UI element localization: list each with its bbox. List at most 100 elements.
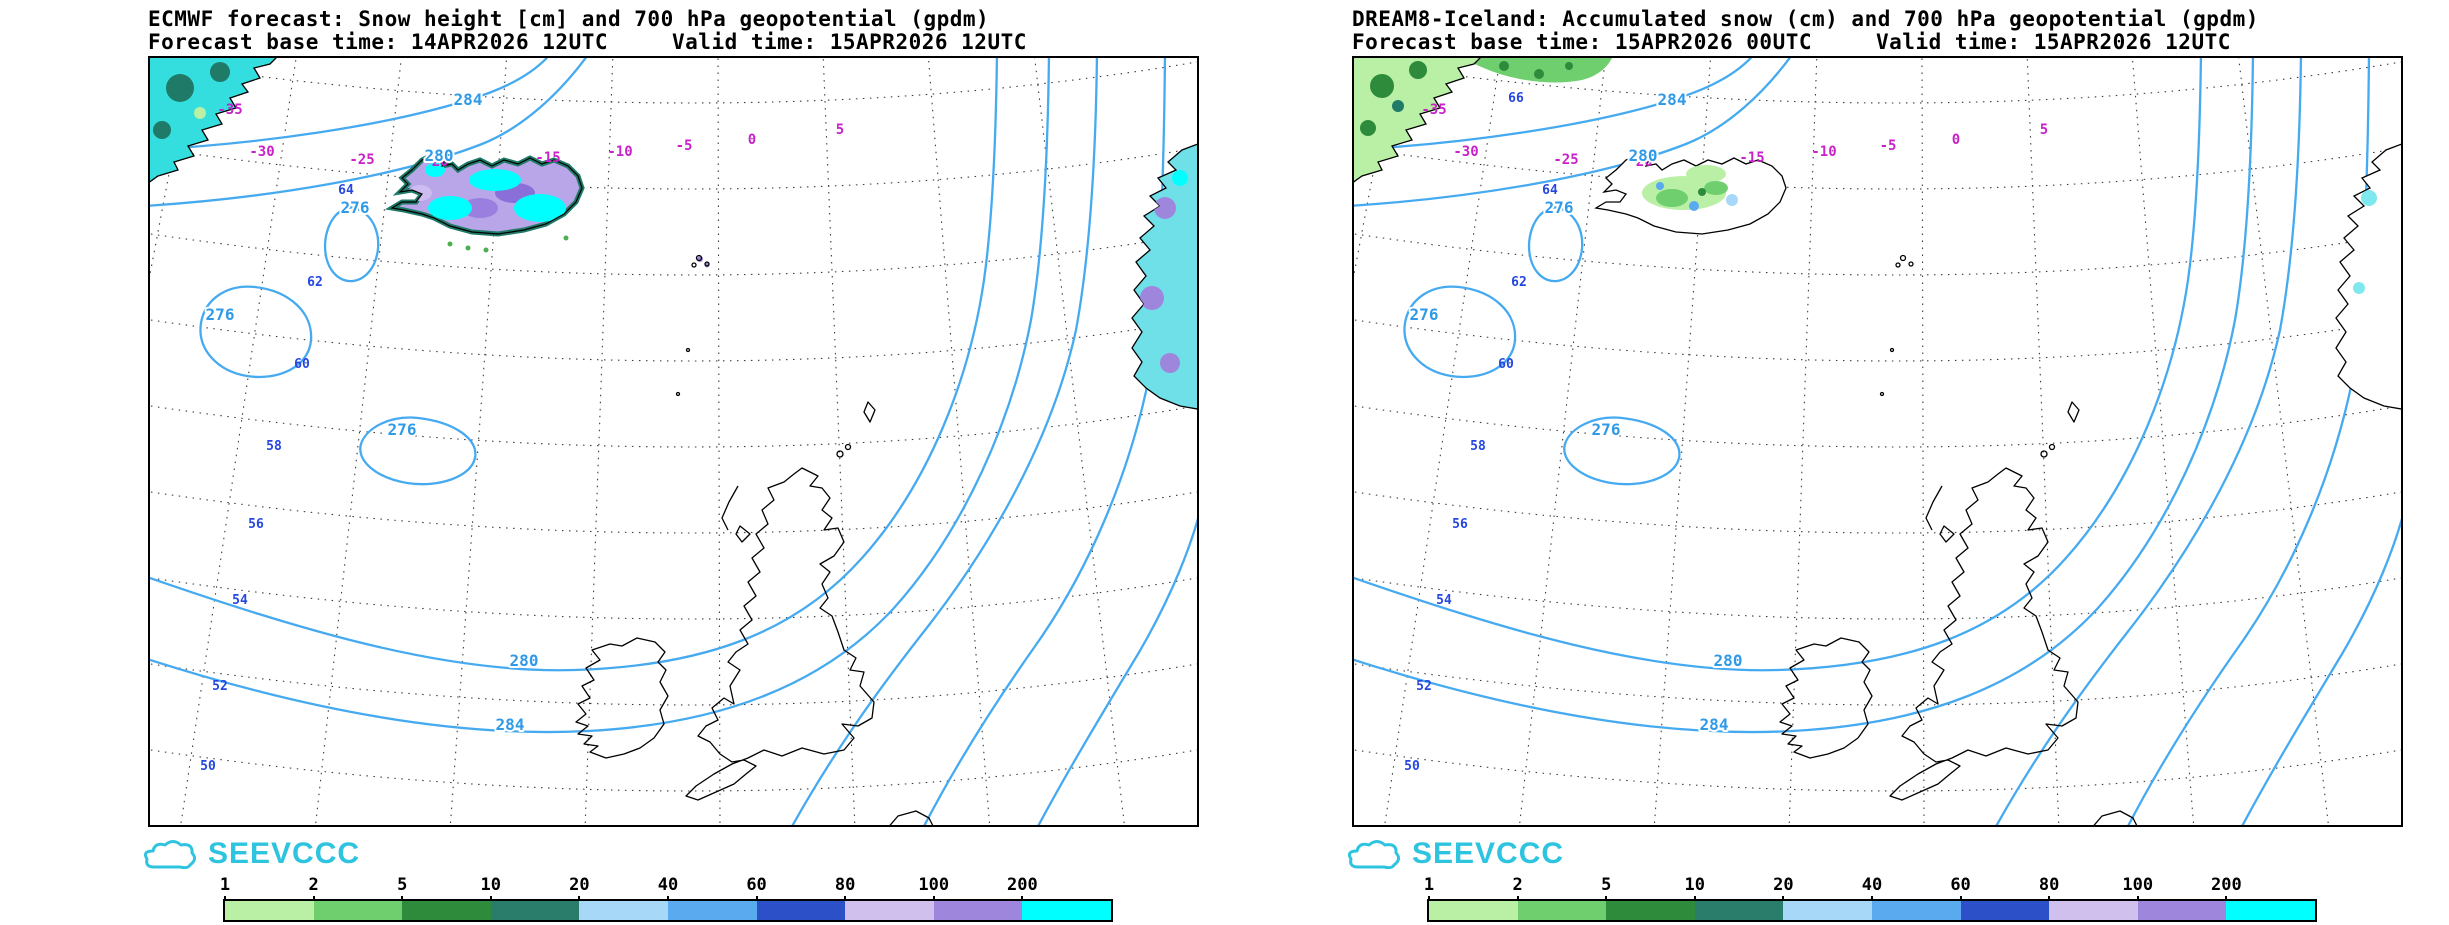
legend-value: 20 bbox=[569, 875, 590, 895]
temp-label: -5 bbox=[676, 138, 693, 154]
cloud-icon bbox=[144, 840, 197, 870]
legend-cell: 5 bbox=[397, 875, 491, 920]
weather-map-ecmwf: -35-30 -25 -20 -15 -10 -5 05 6462605856545250 … bbox=[150, 58, 1197, 825]
snow-legend: 1 2 5 10 20 40 60 80 100 200 bbox=[1424, 875, 2317, 922]
panel-ecmwf: ECMWF forecast: Snow height [cm] and 700… bbox=[0, 0, 1224, 925]
lat-label: 54 bbox=[232, 593, 248, 608]
logo-text: SEEVCCC bbox=[1412, 837, 1565, 870]
temp-label: -5 bbox=[1880, 138, 1897, 154]
legend-colorbar: 1 2 5 10 20 40 60 80 100 200 bbox=[1424, 875, 2317, 922]
temperature-labels: -35 -30 -25 -20 -15 -10 -5 0 5 bbox=[1421, 102, 2048, 170]
cont-label: 276 bbox=[388, 420, 417, 439]
legend-value: 200 bbox=[2210, 875, 2242, 895]
forecast-base-time: Forecast base time: 14APR2026 12UTC bbox=[148, 30, 609, 54]
lat-label: 62 bbox=[1511, 275, 1527, 290]
norway-coastline bbox=[2335, 141, 2401, 411]
map-frame: -35 -30 -25 -20 -15 -10 -5 0 5 64 62 60 58 56 54 52 50 … bbox=[148, 56, 1199, 827]
legend-value: 10 bbox=[1684, 875, 1706, 895]
legend-cell: 1 bbox=[1424, 875, 1518, 920]
temp-label: 0 bbox=[1952, 132, 1960, 148]
lat-label: 52 bbox=[212, 679, 228, 694]
legend-cell: 20 bbox=[1773, 875, 1872, 920]
cont-label: 280 bbox=[1629, 146, 1658, 165]
lat-label: 58 bbox=[1470, 439, 1486, 454]
legend-cell: 100 bbox=[918, 875, 1023, 920]
temp-label: -10 bbox=[1811, 144, 1836, 160]
page-title: ECMWF forecast: Snow height [cm] and 700… bbox=[148, 7, 990, 31]
lat-label: 60 bbox=[294, 357, 310, 372]
legend-value: 1 bbox=[1423, 875, 1435, 895]
seevccc-logo: SEEVCCC bbox=[142, 835, 1199, 873]
temp-label: -20 bbox=[423, 154, 448, 170]
legend-value: 60 bbox=[1950, 875, 1971, 895]
snow-legend: 1 2 5 10 20 40 60 80 100 200 bbox=[220, 875, 1113, 922]
lat-label: 50 bbox=[200, 759, 216, 774]
temp-label: -15 bbox=[535, 150, 560, 166]
cont-label: 284 bbox=[496, 715, 525, 734]
temp-label: -30 bbox=[1453, 144, 1478, 160]
legend-value: 40 bbox=[657, 875, 679, 895]
legend-value: 100 bbox=[918, 875, 950, 895]
contour-labels: 284 280 276 276 276 280 284 bbox=[1408, 88, 1745, 736]
weather-map-dream8: -35 -30 -25 -20 -15 -10 -5 0 5 66 64 62 60 58 56 54 52 5… bbox=[1354, 58, 2401, 825]
legend-cell: 100 bbox=[2122, 875, 2227, 920]
legend-value: 1 bbox=[219, 875, 231, 895]
legend-value: 5 bbox=[397, 875, 408, 895]
valid-time: Valid time: 15APR2026 12UTC bbox=[672, 30, 1027, 54]
legend-cell: 10 bbox=[1685, 875, 1784, 920]
latitude-labels: 64 62 60 58 56 54 52 50 bbox=[200, 183, 354, 774]
legend-cell: 1 bbox=[220, 875, 314, 920]
temp-label: -25 bbox=[1553, 152, 1578, 168]
seevccc-logo: SEEVCCC bbox=[1346, 835, 2403, 873]
legend-value: 20 bbox=[1773, 875, 1794, 895]
legend-value: 2 bbox=[1512, 875, 1523, 895]
legend-cell: 60 bbox=[1950, 875, 2050, 920]
legend-cell: 80 bbox=[2039, 875, 2138, 920]
temp-label: -25 bbox=[349, 152, 374, 168]
cont-label: 276 bbox=[1592, 420, 1621, 439]
contour-labels: 284 280 276 276 276 280 284 bbox=[204, 88, 541, 736]
temp-label: 5 bbox=[836, 122, 844, 138]
legend-cell: 20 bbox=[569, 875, 668, 920]
lat-label: 52 bbox=[1416, 679, 1432, 694]
cont-label: 284 bbox=[1700, 715, 1729, 734]
cont-label: 276 bbox=[1410, 305, 1439, 324]
valid-time: Valid time: 15APR2026 12UTC bbox=[1876, 30, 2231, 54]
temperature-labels: -35 -30 -25 -20 -15 -10 -5 0 5 bbox=[217, 102, 844, 170]
temp-label: 5 bbox=[2040, 122, 2048, 138]
legend-cell: 2 bbox=[1512, 875, 1607, 920]
legend-value: 200 bbox=[1006, 875, 1038, 895]
legend-cell: 2 bbox=[308, 875, 403, 920]
cloud-icon bbox=[1348, 840, 1401, 870]
legend-cell: 10 bbox=[481, 875, 580, 920]
legend-value: 80 bbox=[834, 875, 856, 895]
cont-label: 280 bbox=[1714, 651, 1743, 670]
legend-value: 40 bbox=[1861, 875, 1883, 895]
forecast-base-time: Forecast base time: 15APR2026 00UTC bbox=[1352, 30, 1813, 54]
legend-colorbar: 1 2 5 10 20 40 60 80 100 200 bbox=[220, 875, 1113, 922]
snow-shading bbox=[1354, 58, 2401, 411]
legend-cell: 80 bbox=[835, 875, 934, 920]
temp-label: -15 bbox=[1739, 150, 1764, 166]
lat-label: 54 bbox=[1436, 593, 1452, 608]
legend-value: 100 bbox=[2122, 875, 2154, 895]
lat-label: 64 bbox=[1542, 183, 1558, 198]
cont-label: 276 bbox=[341, 198, 370, 217]
cont-label: 280 bbox=[510, 651, 539, 670]
legend-value: 60 bbox=[746, 875, 767, 895]
cont-label: 276 bbox=[1545, 198, 1574, 217]
lat-label: 66 bbox=[1508, 91, 1524, 106]
legend-value: 5 bbox=[1601, 875, 1612, 895]
temp-label: -20 bbox=[1627, 154, 1652, 170]
snow-shading bbox=[150, 58, 1197, 411]
logo-text: SEEVCCC bbox=[208, 837, 361, 870]
legend-value: 10 bbox=[480, 875, 502, 895]
cont-label: 284 bbox=[1658, 90, 1687, 109]
cont-label: 284 bbox=[454, 90, 483, 109]
legend-cell: 60 bbox=[746, 875, 846, 920]
lat-label: 58 bbox=[266, 439, 282, 454]
lat-label: 50 bbox=[1404, 759, 1420, 774]
panel-titles: ECMWF forecast: Snow height [cm] and 700… bbox=[148, 0, 1199, 54]
panel-titles: DREAM8-Iceland: Accumulated snow (cm) an… bbox=[1352, 0, 2403, 54]
